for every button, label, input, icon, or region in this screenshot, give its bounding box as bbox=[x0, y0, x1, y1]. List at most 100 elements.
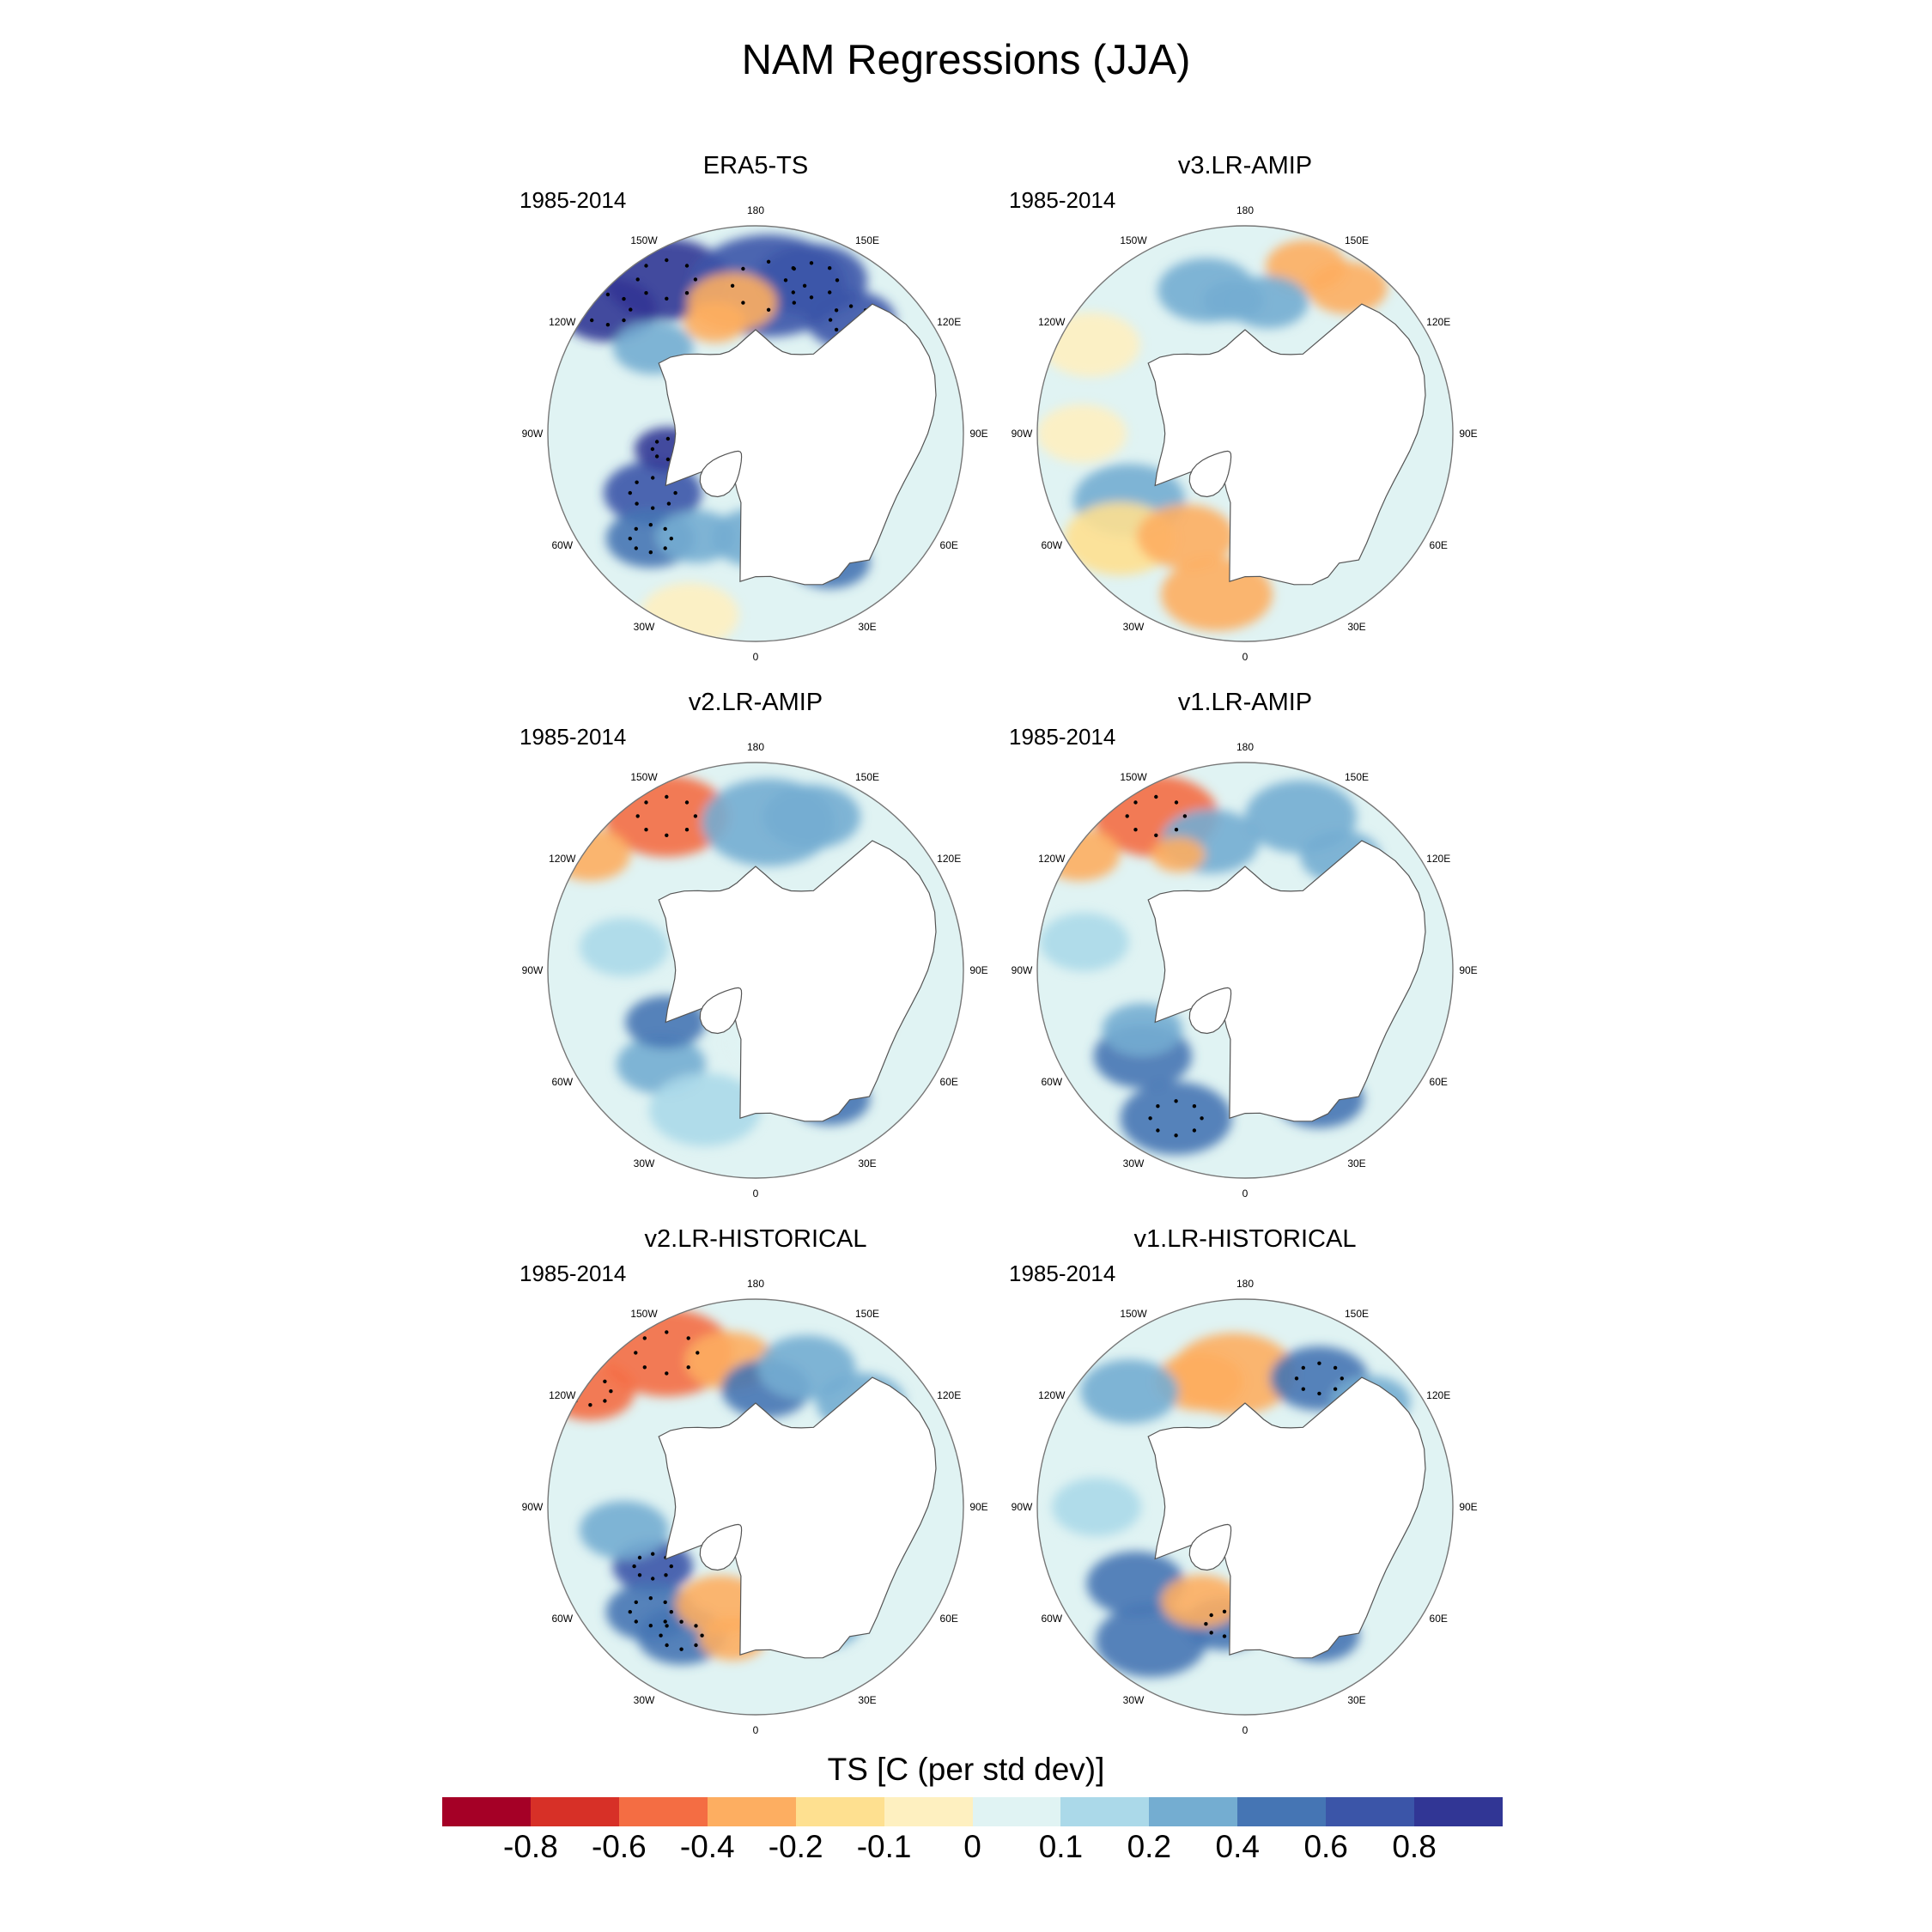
significance-dot bbox=[1174, 1099, 1178, 1103]
longitude-label: 30W bbox=[1123, 1157, 1145, 1170]
longitude-label: 0 bbox=[753, 1724, 759, 1736]
significance-dot bbox=[1154, 833, 1158, 837]
map-field bbox=[548, 226, 963, 641]
longitude-label: 60W bbox=[1041, 1613, 1062, 1625]
panel-title: v3.LR-AMIP bbox=[1177, 152, 1313, 179]
colorbar-tick-label: -0.2 bbox=[768, 1829, 823, 1864]
panel-title: v1.LR-HISTORICAL bbox=[1133, 1225, 1357, 1253]
polar-map: 180 150E 120E 90E 60E 30E 0 30W 60W 90W 120W 150W bbox=[522, 204, 988, 663]
colorbar-swatch bbox=[1237, 1797, 1327, 1826]
anomaly-region bbox=[1086, 1551, 1185, 1616]
colorbar-swatch bbox=[884, 1797, 973, 1826]
longitude-label: 150W bbox=[1120, 771, 1147, 783]
significance-dot bbox=[583, 307, 587, 312]
significance-dot bbox=[648, 1596, 653, 1601]
longitude-label: 150W bbox=[1120, 1308, 1147, 1320]
colorbar-swatch bbox=[795, 1797, 884, 1826]
colorbar-tick-label: 0.1 bbox=[1038, 1829, 1084, 1864]
longitude-label: 120E bbox=[1426, 1389, 1450, 1401]
longitude-label: 60W bbox=[551, 539, 573, 551]
longitude-label: 90E bbox=[969, 964, 987, 976]
anomaly-region bbox=[683, 301, 747, 343]
significance-dot bbox=[1192, 1128, 1197, 1133]
anomaly-region bbox=[1052, 1478, 1142, 1536]
longitude-label: 30E bbox=[858, 621, 876, 633]
significance-dot bbox=[642, 1365, 647, 1370]
map-border bbox=[547, 1298, 964, 1716]
longitude-label: 60E bbox=[1430, 539, 1448, 551]
polar-map: 180 150E 120E 90E 60E 30E 0 30W 60W 90W 120W 150W bbox=[1012, 1278, 1478, 1736]
significance-dot bbox=[603, 1379, 607, 1383]
panel-period: 1985-2014 bbox=[519, 1261, 627, 1286]
longitude-label: 150E bbox=[855, 1308, 879, 1320]
longitude-label: 90E bbox=[1459, 428, 1477, 440]
significance-dot bbox=[1156, 1128, 1160, 1133]
longitude-label: 0 bbox=[753, 651, 759, 663]
significance-dot bbox=[783, 278, 788, 283]
longitude-label: 120W bbox=[549, 853, 576, 865]
longitude-label: 120E bbox=[1426, 853, 1450, 865]
significance-dot bbox=[665, 1330, 669, 1334]
anomaly-region bbox=[1151, 836, 1206, 872]
greenland-outline bbox=[699, 450, 743, 498]
longitude-label: 30E bbox=[1347, 1694, 1365, 1706]
longitude-label: 0 bbox=[1242, 1724, 1249, 1736]
significance-dot bbox=[673, 490, 677, 495]
significance-dot bbox=[1333, 1387, 1338, 1391]
significance-dot bbox=[696, 1351, 700, 1355]
significance-dot bbox=[1222, 1634, 1227, 1638]
map-panel-v2-historical: v2.LR-HISTORICAL 1985-2014 180 150E 120E 90… bbox=[515, 1225, 996, 1747]
longitude-label: 90W bbox=[522, 1501, 544, 1513]
panel-period: 1985-2014 bbox=[519, 187, 627, 213]
significance-dot bbox=[848, 304, 854, 308]
significance-dot bbox=[1174, 828, 1179, 832]
significance-dot bbox=[766, 259, 771, 264]
significance-dot bbox=[588, 1403, 592, 1407]
significance-dot bbox=[1222, 1609, 1227, 1613]
longitude-label: 30E bbox=[1347, 621, 1365, 633]
significance-dot bbox=[1154, 794, 1158, 799]
significance-dot bbox=[635, 277, 640, 282]
anomaly-region bbox=[648, 1072, 761, 1146]
significance-dot bbox=[663, 526, 667, 532]
colorbar-swatch bbox=[972, 1797, 1061, 1826]
colorbar-swatch bbox=[1414, 1797, 1504, 1826]
significance-dot bbox=[663, 1619, 667, 1624]
longitude-label: 120E bbox=[937, 1389, 961, 1401]
land-mask bbox=[1147, 303, 1426, 586]
longitude-label: 0 bbox=[1242, 1188, 1249, 1200]
significance-dot bbox=[686, 1365, 690, 1370]
significance-dot bbox=[605, 292, 611, 297]
longitude-label: 30E bbox=[858, 1694, 876, 1706]
significance-dot bbox=[741, 301, 745, 305]
significance-dot bbox=[648, 550, 653, 555]
anomaly-region bbox=[1161, 1575, 1242, 1628]
significance-dot bbox=[679, 1619, 683, 1624]
map-field bbox=[548, 1299, 963, 1715]
longitude-label: 90E bbox=[969, 1501, 987, 1513]
significance-dot bbox=[665, 1624, 669, 1628]
significance-dot bbox=[590, 296, 594, 301]
colorbar-tick-label: 0.4 bbox=[1215, 1829, 1260, 1864]
significance-dot bbox=[605, 323, 611, 327]
significance-dot bbox=[632, 1564, 636, 1569]
significance-dot bbox=[684, 264, 690, 268]
greenland-outline bbox=[699, 987, 743, 1035]
significance-dot bbox=[669, 1610, 673, 1614]
map-border bbox=[547, 762, 964, 1179]
anomaly-region bbox=[1307, 261, 1388, 314]
polar-map: 180 150E 120E 90E 60E 30E 0 30W 60W 90W 120W 150W bbox=[1012, 741, 1478, 1200]
significance-dot bbox=[628, 490, 632, 495]
longitude-label: 90W bbox=[1012, 964, 1033, 976]
map-field bbox=[1037, 1299, 1453, 1715]
land-mask bbox=[658, 1376, 937, 1659]
longitude-label: 90E bbox=[1459, 1501, 1477, 1513]
longitude-label: 150W bbox=[630, 234, 658, 246]
longitude-label: 90W bbox=[522, 964, 544, 976]
colorbar-swatch bbox=[707, 1797, 796, 1826]
significance-dot bbox=[634, 1351, 638, 1355]
significance-dot bbox=[666, 501, 671, 506]
significance-dot bbox=[622, 296, 626, 301]
map-panel-v1-historical: v1.LR-HISTORICAL 1985-2014 180 150E 120E 90… bbox=[1005, 1225, 1485, 1747]
significance-dot bbox=[665, 1643, 669, 1648]
